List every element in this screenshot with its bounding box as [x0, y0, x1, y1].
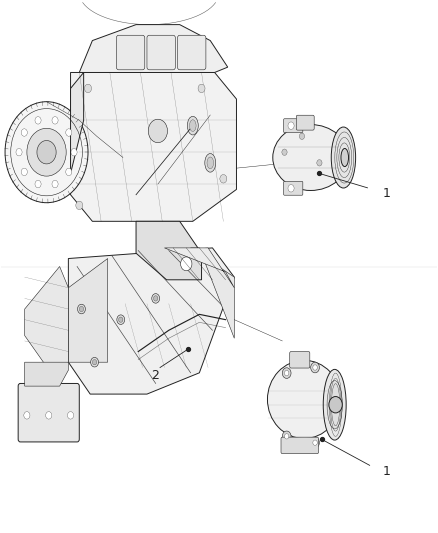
Ellipse shape — [323, 369, 346, 440]
Ellipse shape — [273, 125, 349, 190]
Circle shape — [35, 180, 41, 188]
Polygon shape — [191, 248, 234, 338]
Polygon shape — [25, 362, 68, 386]
Ellipse shape — [327, 381, 343, 429]
Circle shape — [79, 306, 84, 312]
Circle shape — [66, 129, 72, 136]
FancyBboxPatch shape — [147, 35, 175, 70]
Circle shape — [313, 440, 317, 446]
Ellipse shape — [341, 149, 349, 167]
Circle shape — [317, 160, 322, 166]
Polygon shape — [68, 259, 108, 362]
Circle shape — [313, 365, 317, 370]
FancyBboxPatch shape — [284, 119, 303, 133]
FancyBboxPatch shape — [18, 383, 79, 442]
Polygon shape — [71, 72, 237, 221]
Text: 1: 1 — [383, 187, 391, 200]
Circle shape — [117, 315, 125, 325]
Circle shape — [153, 296, 158, 301]
Circle shape — [78, 304, 85, 314]
Circle shape — [21, 168, 27, 175]
Ellipse shape — [190, 120, 196, 132]
Circle shape — [5, 102, 88, 203]
FancyBboxPatch shape — [284, 181, 303, 195]
Circle shape — [46, 411, 52, 419]
FancyBboxPatch shape — [296, 115, 314, 130]
Circle shape — [285, 370, 289, 376]
Circle shape — [283, 368, 291, 378]
Ellipse shape — [331, 127, 356, 188]
Circle shape — [198, 84, 205, 93]
FancyBboxPatch shape — [177, 35, 206, 70]
Circle shape — [311, 438, 319, 448]
Circle shape — [329, 397, 343, 413]
Polygon shape — [164, 248, 234, 288]
Circle shape — [180, 257, 192, 271]
Circle shape — [21, 129, 27, 136]
Circle shape — [85, 84, 92, 93]
Circle shape — [285, 434, 289, 439]
Circle shape — [299, 133, 304, 140]
Text: 2: 2 — [151, 369, 159, 382]
Ellipse shape — [207, 157, 214, 168]
Polygon shape — [79, 25, 228, 72]
Polygon shape — [136, 221, 201, 280]
Circle shape — [282, 149, 287, 156]
FancyBboxPatch shape — [117, 35, 145, 70]
Polygon shape — [68, 248, 234, 394]
Circle shape — [71, 149, 77, 156]
FancyBboxPatch shape — [281, 437, 318, 454]
Polygon shape — [25, 266, 68, 373]
Circle shape — [37, 141, 56, 164]
Polygon shape — [71, 72, 84, 173]
Circle shape — [52, 180, 58, 188]
Circle shape — [27, 128, 66, 176]
Circle shape — [92, 360, 97, 365]
Circle shape — [148, 119, 167, 143]
Circle shape — [311, 362, 319, 373]
Circle shape — [24, 411, 30, 419]
Circle shape — [76, 201, 83, 209]
Circle shape — [52, 117, 58, 124]
Circle shape — [16, 149, 22, 156]
Circle shape — [288, 122, 294, 130]
Circle shape — [152, 294, 159, 303]
Circle shape — [220, 174, 227, 183]
Circle shape — [35, 117, 41, 124]
Ellipse shape — [187, 116, 198, 135]
Circle shape — [67, 411, 74, 419]
Circle shape — [66, 168, 72, 175]
Ellipse shape — [205, 154, 216, 172]
Text: 1: 1 — [383, 465, 391, 478]
FancyBboxPatch shape — [290, 352, 310, 368]
Circle shape — [91, 358, 99, 367]
Ellipse shape — [268, 360, 341, 439]
Circle shape — [119, 317, 123, 322]
Circle shape — [283, 431, 291, 442]
Circle shape — [288, 184, 294, 192]
